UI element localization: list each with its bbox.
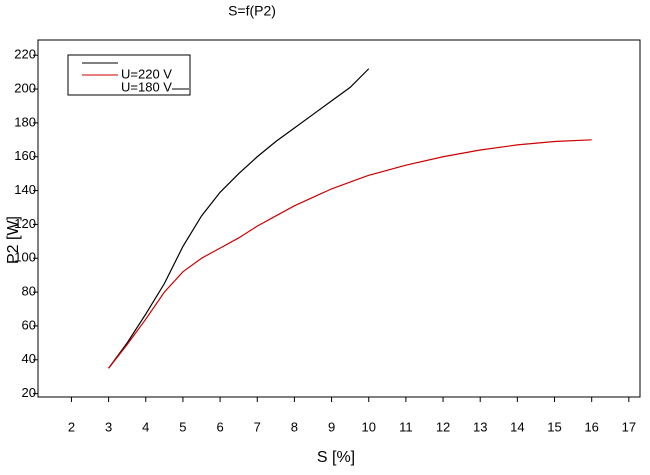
x-tick-label: 4 bbox=[142, 419, 149, 434]
x-tick-label: 16 bbox=[584, 419, 598, 434]
series-line bbox=[108, 139, 592, 369]
x-tick-label: 7 bbox=[254, 419, 261, 434]
x-tick-label: 8 bbox=[291, 419, 298, 434]
legend-label: U=180 V bbox=[121, 79, 172, 94]
x-tick-label: 12 bbox=[436, 419, 450, 434]
y-tick-label: 220 bbox=[14, 47, 36, 62]
y-tick-label: 160 bbox=[14, 148, 36, 163]
y-tick-label: 120 bbox=[14, 216, 36, 231]
chart-title: S=f(P2) bbox=[228, 3, 276, 19]
x-tick-label: 2 bbox=[68, 419, 75, 434]
y-tick-label: 40 bbox=[22, 351, 36, 366]
y-tick-label: 140 bbox=[14, 182, 36, 197]
plot-frame bbox=[37, 39, 641, 398]
x-tick-label: 14 bbox=[510, 419, 524, 434]
x-tick-label: 5 bbox=[179, 419, 186, 434]
x-tick-label: 13 bbox=[473, 419, 487, 434]
y-tick-label: 180 bbox=[14, 114, 36, 129]
legend-label: U=220 V bbox=[121, 66, 172, 81]
y-tick-label: 20 bbox=[22, 385, 36, 400]
x-tick-label: 17 bbox=[622, 419, 636, 434]
x-tick-label: 10 bbox=[361, 419, 375, 434]
series-line bbox=[108, 68, 370, 369]
y-tick-label: 80 bbox=[22, 284, 36, 299]
x-tick-label: 6 bbox=[216, 419, 223, 434]
x-tick-label: 9 bbox=[328, 419, 335, 434]
y-tick-label: 100 bbox=[14, 250, 36, 265]
x-tick-label: 3 bbox=[105, 419, 112, 434]
y-tick-label: 60 bbox=[22, 317, 36, 332]
y-tick-label: 200 bbox=[14, 81, 36, 96]
x-axis-label: S [%] bbox=[317, 449, 355, 466]
x-tick-label: 11 bbox=[399, 419, 413, 434]
x-tick-label: 15 bbox=[547, 419, 561, 434]
y-axis-label: P2 [W] bbox=[5, 216, 22, 264]
